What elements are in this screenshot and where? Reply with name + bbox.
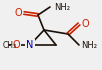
Text: O: O xyxy=(81,19,89,29)
Text: N: N xyxy=(26,40,34,50)
Text: CH₃: CH₃ xyxy=(3,41,17,49)
Text: O: O xyxy=(12,40,20,50)
Text: NH₂: NH₂ xyxy=(54,3,70,11)
Text: O: O xyxy=(14,8,22,18)
Text: NH₂: NH₂ xyxy=(81,41,97,49)
